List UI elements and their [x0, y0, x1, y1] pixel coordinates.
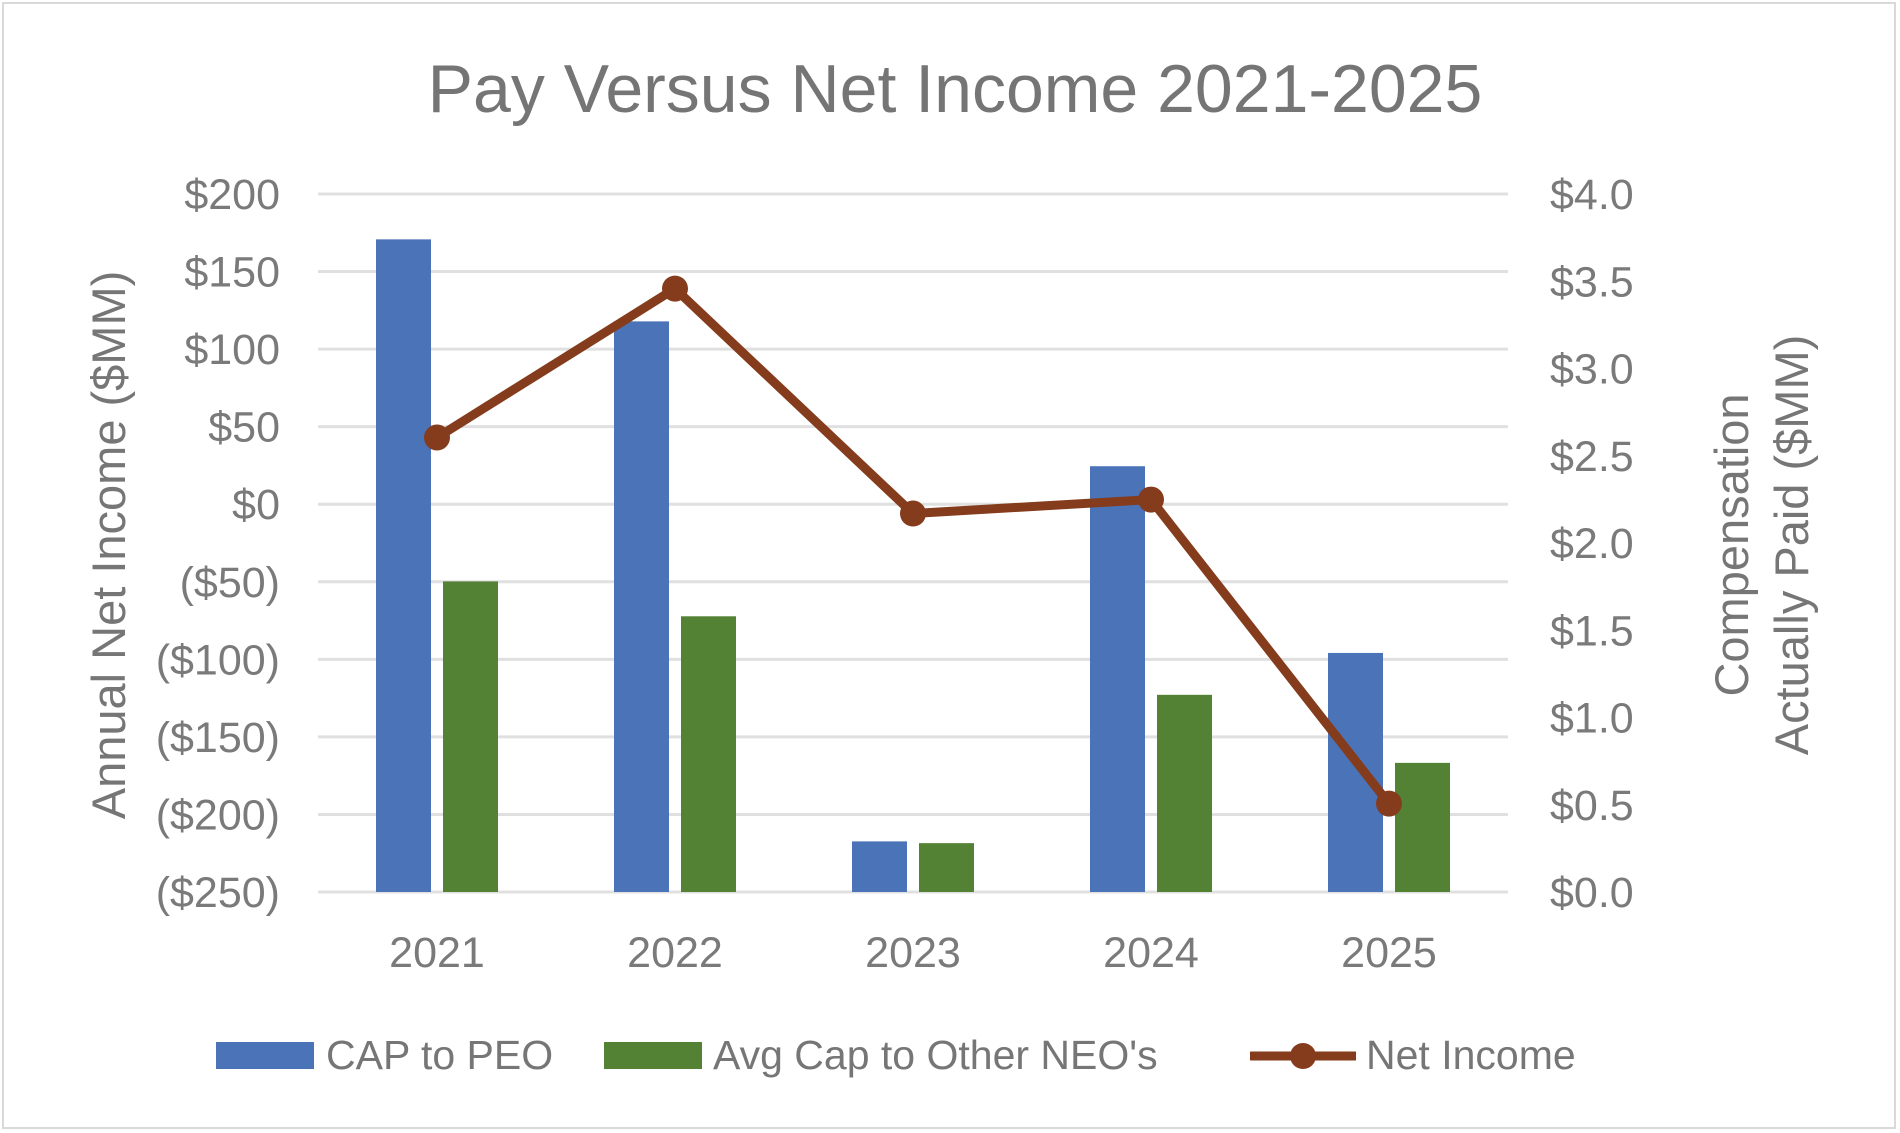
right-axis-ticks: $4.0 $3.5 $3.0 $2.5 $2.0 $1.5 $1.0 $0.5 $0.0	[1550, 171, 1634, 917]
left-tick-label: ($100)	[156, 636, 280, 684]
bars	[376, 239, 1450, 892]
net-income-point-2025	[1376, 790, 1402, 817]
legend-marker-net-income	[1290, 1043, 1316, 1069]
net-income-polyline	[434, 284, 1393, 807]
bar-cap-to-peo-2022	[614, 321, 669, 892]
left-tick-label: $50	[208, 404, 280, 452]
right-tick-label: $3.5	[1550, 258, 1634, 306]
right-tick-label: $0.0	[1550, 869, 1634, 917]
right-tick-label: $0.5	[1550, 782, 1634, 830]
left-tick-label: $200	[184, 171, 280, 219]
left-axis-ticks: $200 $150 $100 $50 $0 ($50) ($100) ($150) ($200)…	[156, 171, 280, 917]
net-income-point-2022	[662, 275, 688, 302]
chart-title: Pay Versus Net Income 2021-2025	[428, 51, 1483, 127]
right-tick-label: $1.5	[1550, 607, 1634, 655]
left-tick-label: $150	[184, 249, 280, 297]
left-tick-label: $100	[184, 326, 280, 374]
right-axis-title-line2: Actually Paid ($MM)	[1765, 335, 1818, 756]
gridlines	[318, 192, 1508, 894]
legend-label-avg-cap-neo: Avg Cap to Other NEO's	[713, 1032, 1158, 1078]
net-income-point-2021	[424, 424, 450, 451]
legend-swatch-cap-to-peo	[216, 1042, 314, 1069]
bar-cap-to-peo-2024	[1090, 466, 1145, 892]
bar-cap-to-peo-2023	[852, 841, 907, 892]
bar-avg-cap-to-other-neo-s-2024	[1157, 694, 1212, 892]
legend: CAP to PEO Avg Cap to Other NEO's Net In…	[216, 1032, 1576, 1078]
right-tick-label: $2.5	[1550, 433, 1634, 481]
net-income-line	[424, 275, 1402, 817]
bar-avg-cap-to-other-neo-s-2022	[681, 616, 736, 892]
left-tick-label: ($150)	[156, 714, 280, 762]
x-tick-label: 2023	[865, 929, 961, 977]
bar-cap-to-peo-2021	[376, 239, 431, 892]
left-tick-label: ($50)	[180, 559, 280, 607]
x-axis-ticks: 2021 2022 2023 2024 2025	[389, 929, 1437, 977]
x-tick-label: 2024	[1103, 929, 1199, 977]
x-tick-label: 2021	[389, 929, 485, 977]
right-tick-label: $4.0	[1550, 171, 1634, 219]
legend-label-net-income: Net Income	[1366, 1032, 1576, 1078]
bar-avg-cap-to-other-neo-s-2025	[1395, 762, 1450, 892]
net-income-point-2024	[1138, 486, 1164, 513]
net-income-point-2023	[900, 500, 926, 527]
bar-cap-to-peo-2025	[1328, 652, 1383, 892]
left-tick-label: ($200)	[156, 791, 280, 839]
right-axis-title-line1: Compensation	[1705, 393, 1758, 696]
bar-avg-cap-to-other-neo-s-2023	[919, 843, 974, 892]
left-axis-title: Annual Net Income ($MM)	[82, 271, 135, 820]
left-tick-label: ($250)	[156, 869, 280, 917]
right-tick-label: $1.0	[1550, 695, 1634, 743]
left-tick-label: $0	[232, 481, 280, 529]
x-tick-label: 2025	[1341, 929, 1437, 977]
right-tick-label: $2.0	[1550, 520, 1634, 568]
legend-label-cap-to-peo: CAP to PEO	[326, 1032, 553, 1078]
legend-swatch-avg-cap-neo	[604, 1042, 702, 1069]
x-tick-label: 2022	[627, 929, 723, 977]
bar-avg-cap-to-other-neo-s-2021	[443, 581, 498, 892]
right-tick-label: $3.0	[1550, 346, 1634, 394]
